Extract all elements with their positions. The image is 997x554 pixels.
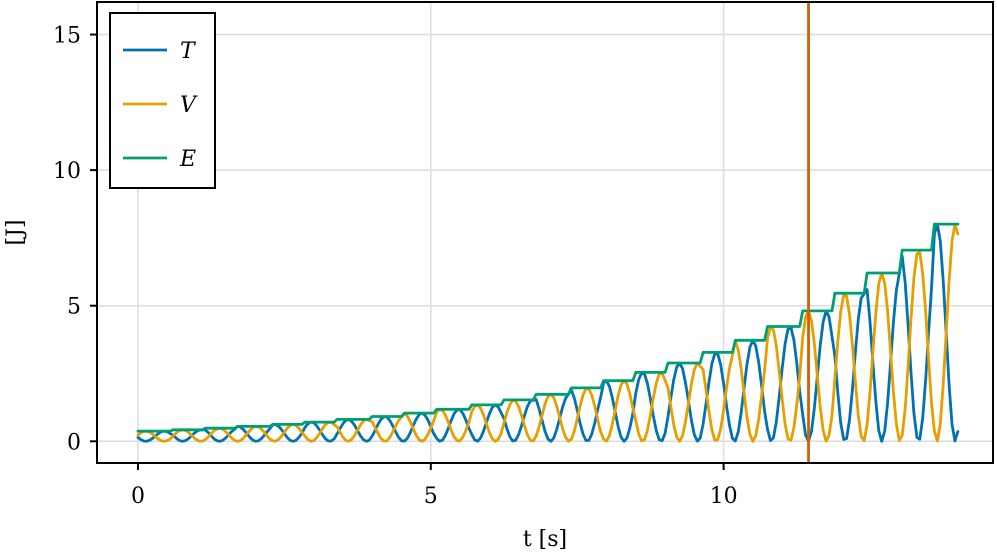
- x-tick-label: 10: [710, 484, 738, 509]
- y-tick-label: 15: [53, 24, 81, 49]
- legend: T V E: [109, 12, 216, 189]
- plot-frame: [96, 1, 994, 464]
- x-tick-label: 0: [131, 484, 145, 509]
- legend-label-e: E: [179, 147, 196, 172]
- x-axis-label: t [s]: [523, 527, 567, 552]
- legend-box: [109, 12, 216, 189]
- ticks: 0 5 10 0 5 10 15: [53, 24, 738, 509]
- series-line-e: [136, 222, 960, 433]
- legend-label-v: V: [180, 93, 198, 118]
- y-tick-label: 0: [67, 430, 81, 455]
- series-group: [136, 222, 960, 443]
- y-tick-label: 5: [67, 295, 81, 320]
- series-line-v: [136, 223, 960, 443]
- x-tick-label: 5: [424, 484, 438, 509]
- y-tick-label: 10: [53, 159, 81, 184]
- y-axis-label: [J]: [3, 220, 28, 246]
- legend-label-t: T: [180, 39, 197, 64]
